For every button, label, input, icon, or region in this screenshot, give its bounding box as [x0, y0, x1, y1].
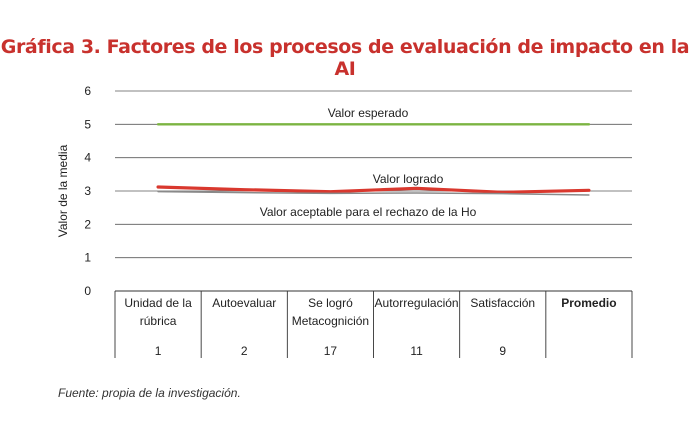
y-tick-label: 6 — [84, 84, 91, 98]
category-label: Satisfacción — [470, 296, 535, 310]
category-count: 11 — [410, 344, 423, 358]
series-label-expected: Valor esperado — [328, 106, 409, 120]
series-line-3 — [157, 190, 590, 196]
category-label: Metacognición — [292, 314, 369, 328]
category-label: Unidad de la — [124, 296, 192, 310]
category-count: 2 — [241, 344, 248, 358]
series-line-2 — [156, 185, 591, 194]
series-label-achieved: Valor logrado — [373, 172, 444, 186]
category-count: 1 — [155, 344, 162, 358]
category-count: 9 — [499, 344, 506, 358]
series-label-acceptable: Valor aceptable para el rechazo de la Ho — [260, 205, 477, 219]
y-tick-label: 0 — [84, 284, 91, 298]
chart-title: Gráfica 3. Factores de los procesos de e… — [0, 36, 690, 80]
y-tick-label: 2 — [84, 217, 91, 231]
y-tick-label: 4 — [84, 151, 91, 165]
source-note: Fuente: propia de la investigación. — [58, 386, 241, 400]
category-label: rúbrica — [140, 314, 177, 328]
y-tick-label: 1 — [84, 251, 91, 265]
category-label: Promedio — [561, 296, 616, 310]
y-tick-label: 3 — [84, 184, 91, 198]
category-label: Autoevaluar — [212, 296, 276, 310]
category-label: Autorregulación — [375, 296, 459, 310]
category-label: Se logró — [308, 296, 353, 310]
y-tick-label: 5 — [84, 117, 91, 131]
y-axis-title: Valor de la media — [56, 144, 70, 237]
category-count: 17 — [324, 344, 338, 358]
